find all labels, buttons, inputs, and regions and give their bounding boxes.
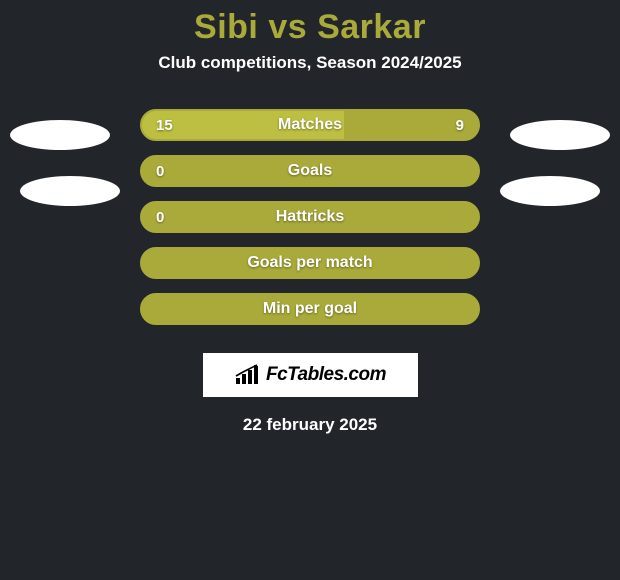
stat-label: Hattricks [276,208,344,226]
logo-chart-icon [234,364,260,386]
logo-box: FcTables.com [203,353,418,397]
stat-bar: Goals 0 [140,155,480,187]
logo-text: FcTables.com [266,364,386,386]
date-label: 22 february 2025 [0,415,620,435]
player-photo-placeholder [20,176,120,206]
stat-value-left: 15 [156,117,173,134]
stat-value-left: 0 [156,163,164,180]
stat-row: Hattricks 0 [0,201,620,233]
player-photo-placeholder [10,120,110,150]
stat-label: Goals per match [247,254,372,272]
subtitle: Club competitions, Season 2024/2025 [0,53,620,73]
stat-bar: Goals per match [140,247,480,279]
stat-value-right: 9 [456,117,464,134]
player-photo-placeholder [510,120,610,150]
stat-row: Min per goal [0,293,620,325]
stat-label: Min per goal [263,300,357,318]
stat-label: Matches [278,116,342,134]
page-title: Sibi vs Sarkar [0,0,620,47]
stat-label: Goals [288,162,332,180]
stat-bar: Hattricks 0 [140,201,480,233]
player-photo-placeholder [500,176,600,206]
stat-bar: Min per goal [140,293,480,325]
stat-bar: Matches 15 9 [140,109,480,141]
stat-row: Goals per match [0,247,620,279]
stat-value-left: 0 [156,209,164,226]
